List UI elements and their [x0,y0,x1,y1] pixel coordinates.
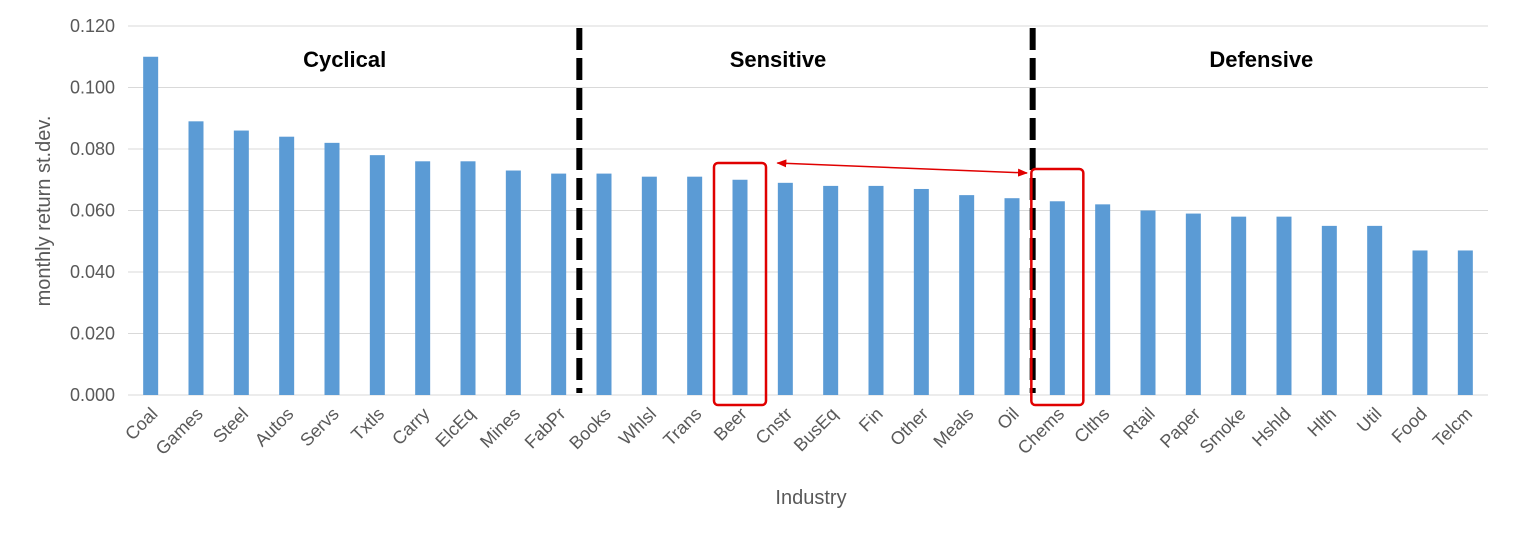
x-tick-label: Hlth [1303,404,1340,441]
comparison-arrow [776,159,1028,177]
bar-servs [324,142,340,395]
y-axis-ticks: 0.000 0.020 0.040 0.060 0.080 0.100 0.120 [70,16,115,405]
x-tick-label: Oil [993,404,1023,434]
group-label-sensitive: Sensitive [730,47,827,72]
x-tick-label: Telcm [1429,404,1476,451]
bar-chems [1049,201,1065,395]
highlight-box [1030,167,1085,407]
bar-fabpr [551,173,567,395]
y-tick-label: 0.100 [70,78,115,98]
bar-food [1412,250,1428,395]
x-tick-label: Books [565,404,615,454]
y-tick-label: 0.120 [70,16,115,36]
x-tick-label: Games [152,404,207,459]
bar-whlsl [641,176,657,395]
bar-oil [1004,198,1020,395]
group-label-cyclical: Cyclical [303,47,386,72]
x-tick-label: Rtail [1119,404,1159,444]
bar-hlth [1321,225,1337,395]
x-tick-label: Steel [209,404,252,447]
x-tick-label: Chems [1014,404,1068,458]
bar-other [913,188,929,395]
x-tick-label: Food [1388,404,1431,447]
bar-fin [868,185,884,395]
highlight-box [712,161,768,407]
x-tick-label: Coal [121,404,161,444]
x-tick-label: Beer [710,404,751,445]
bar-txtls [369,155,385,395]
annotations: Cyclical Sensitive Defensive [303,28,1313,407]
x-tick-label: ElcEq [431,404,478,451]
bar-carry [415,161,431,395]
x-tick-label: Mines [476,404,524,452]
bar-rtail [1140,210,1156,395]
gridlines [128,25,1488,396]
bar-beer [732,179,748,395]
bar-smoke [1231,216,1247,395]
bar-telcm [1457,250,1473,395]
y-axis-title: monthly return st.dev. [33,116,55,307]
bar-hshld [1276,216,1292,395]
x-tick-label: Hshld [1248,404,1295,451]
x-tick-label: Whlsl [615,404,660,449]
bar-elceq [460,161,476,395]
bar-buseq [823,185,839,395]
x-tick-label: Util [1353,404,1386,437]
bar-trans [687,176,703,395]
y-tick-label: 0.000 [70,385,115,405]
x-tick-label: Autos [251,404,298,451]
bar-util [1367,225,1383,395]
x-tick-label: Clths [1070,404,1113,447]
bars [143,56,1473,396]
x-tick-label: BusEq [790,404,842,456]
x-tick-label: FabPr [521,404,570,453]
bar-meals [959,195,975,395]
bar-coal [143,56,159,395]
x-tick-label: Smoke [1196,404,1250,458]
x-tick-label: Other [886,404,932,450]
y-tick-label: 0.020 [70,324,115,344]
y-tick-label: 0.060 [70,201,115,221]
x-tick-label: Carry [388,404,433,449]
bar-paper [1185,213,1201,395]
group-label-defensive: Defensive [1209,47,1313,72]
y-tick-label: 0.040 [70,262,115,282]
bar-books [596,173,612,395]
bar-autos [279,136,295,395]
x-tick-label: Meals [929,404,977,452]
bar-clths [1095,204,1111,395]
x-tick-label: Trans [659,404,705,450]
x-tick-label: Fin [855,404,887,436]
x-tick-label: Servs [296,404,343,451]
x-tick-label: Txtls [347,404,388,445]
y-tick-label: 0.080 [70,139,115,159]
bar-mines [505,170,521,395]
bar-cnstr [777,182,793,395]
bar-games [188,121,204,395]
x-axis-title: Industry [775,487,846,509]
bar-steel [233,130,249,396]
